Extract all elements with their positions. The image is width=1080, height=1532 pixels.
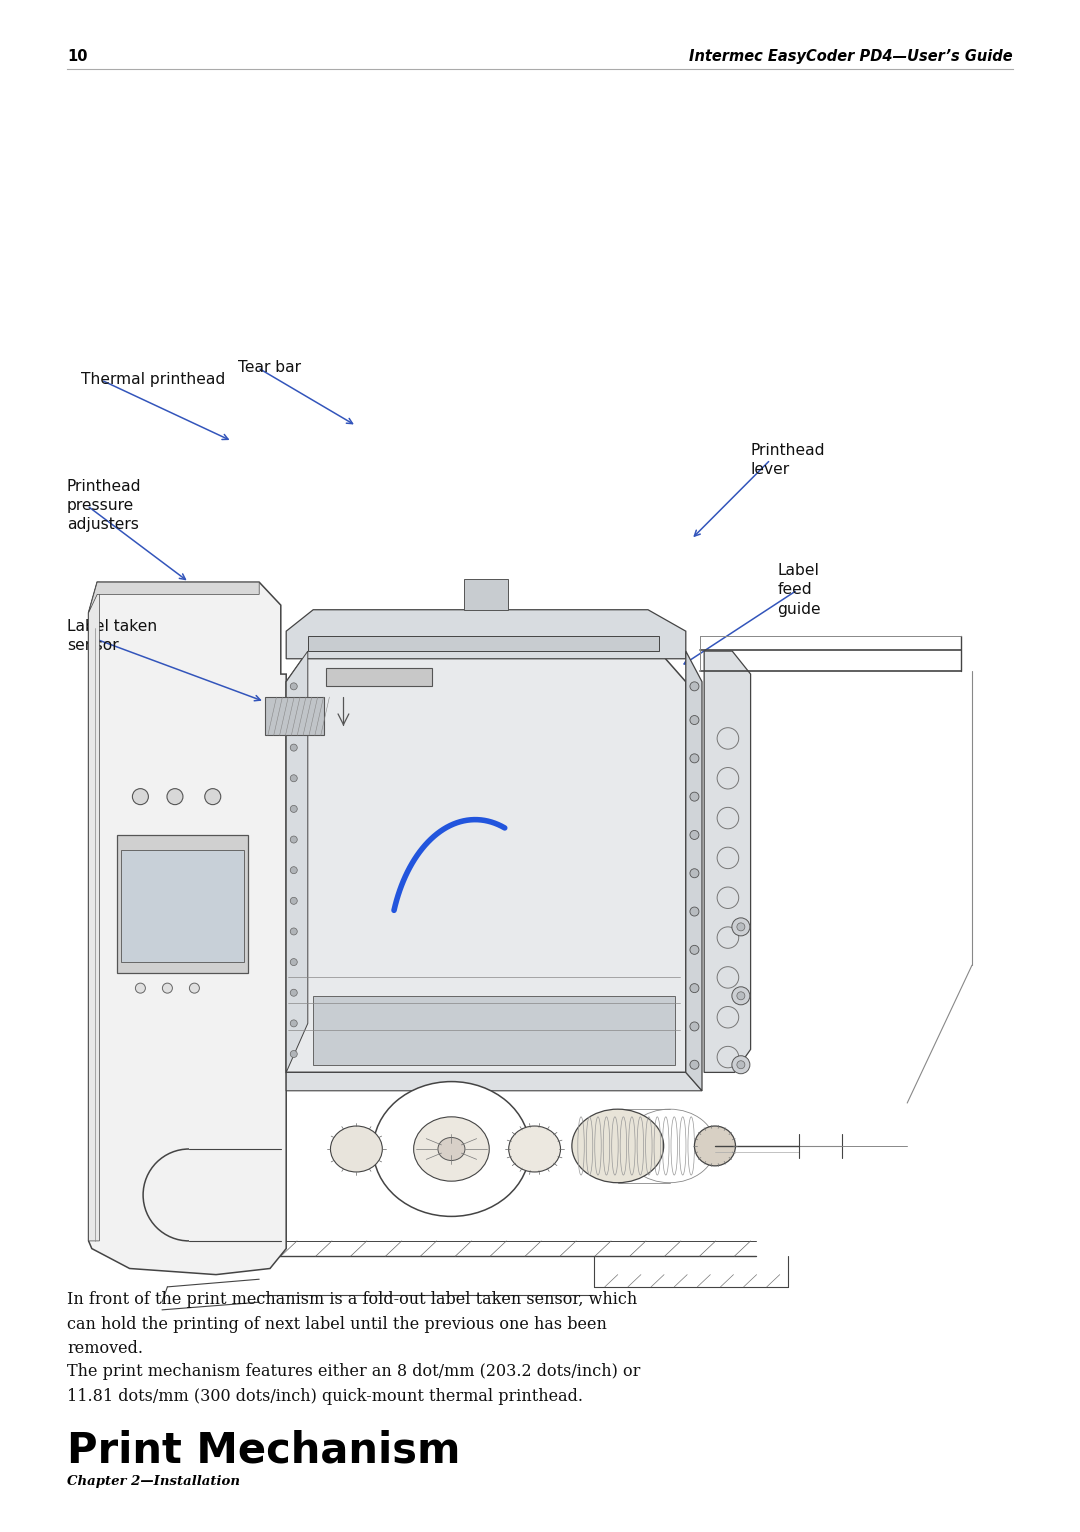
- Ellipse shape: [509, 1126, 561, 1172]
- Polygon shape: [286, 610, 686, 659]
- Ellipse shape: [572, 1109, 663, 1183]
- Circle shape: [291, 1051, 297, 1057]
- Text: Label
feed
guide: Label feed guide: [778, 564, 821, 616]
- Circle shape: [291, 806, 297, 812]
- Circle shape: [690, 830, 699, 840]
- Circle shape: [690, 945, 699, 954]
- Circle shape: [291, 928, 297, 935]
- Circle shape: [133, 789, 148, 804]
- Circle shape: [737, 1060, 745, 1069]
- Ellipse shape: [694, 1126, 735, 1166]
- Circle shape: [291, 867, 297, 873]
- Circle shape: [167, 789, 183, 804]
- Polygon shape: [326, 668, 432, 686]
- Polygon shape: [121, 850, 244, 962]
- Circle shape: [737, 922, 745, 931]
- Circle shape: [732, 918, 750, 936]
- Text: Intermec EasyCoder PD4—User’s Guide: Intermec EasyCoder PD4—User’s Guide: [689, 49, 1013, 64]
- Circle shape: [162, 984, 173, 993]
- Text: In front of the print mechanism is a fold-out label taken sensor, which
can hold: In front of the print mechanism is a fol…: [67, 1291, 637, 1357]
- Circle shape: [291, 959, 297, 965]
- Polygon shape: [89, 582, 99, 1241]
- Circle shape: [291, 1020, 297, 1026]
- Circle shape: [690, 754, 699, 763]
- Circle shape: [205, 789, 220, 804]
- Polygon shape: [308, 636, 659, 651]
- Text: Chapter 2—Installation: Chapter 2—Installation: [67, 1475, 240, 1488]
- Circle shape: [690, 715, 699, 725]
- Text: Printhead
lever: Printhead lever: [751, 443, 825, 476]
- Polygon shape: [117, 835, 248, 973]
- Text: The print mechanism features either an 8 dot/mm (203.2 dots/inch) or
11.81 dots/: The print mechanism features either an 8…: [67, 1363, 640, 1405]
- Circle shape: [732, 987, 750, 1005]
- Polygon shape: [89, 582, 259, 613]
- Circle shape: [291, 898, 297, 904]
- Text: Print Mechanism: Print Mechanism: [67, 1429, 460, 1471]
- Circle shape: [690, 984, 699, 993]
- Ellipse shape: [414, 1117, 489, 1181]
- Text: Printhead
pressure
adjusters: Printhead pressure adjusters: [67, 480, 141, 532]
- Circle shape: [690, 1022, 699, 1031]
- Circle shape: [737, 991, 745, 1000]
- Text: Label taken
sensor: Label taken sensor: [67, 619, 158, 653]
- Circle shape: [690, 907, 699, 916]
- Polygon shape: [286, 1072, 702, 1091]
- Circle shape: [690, 792, 699, 801]
- Circle shape: [732, 1056, 750, 1074]
- Polygon shape: [265, 697, 324, 735]
- Circle shape: [690, 869, 699, 878]
- Circle shape: [291, 683, 297, 689]
- Circle shape: [690, 682, 699, 691]
- Polygon shape: [313, 996, 675, 1065]
- Circle shape: [291, 745, 297, 751]
- Circle shape: [291, 714, 297, 720]
- Polygon shape: [286, 651, 686, 1072]
- Circle shape: [291, 775, 297, 781]
- Ellipse shape: [374, 1082, 530, 1216]
- Circle shape: [291, 836, 297, 843]
- Text: Thermal printhead: Thermal printhead: [81, 372, 226, 388]
- Ellipse shape: [438, 1137, 464, 1161]
- Text: 10: 10: [67, 49, 87, 64]
- Circle shape: [189, 984, 200, 993]
- Polygon shape: [89, 582, 286, 1275]
- Circle shape: [291, 990, 297, 996]
- Ellipse shape: [330, 1126, 382, 1172]
- Polygon shape: [286, 651, 308, 1072]
- Polygon shape: [464, 579, 508, 610]
- Circle shape: [690, 1060, 699, 1069]
- Polygon shape: [686, 651, 702, 1091]
- Polygon shape: [704, 651, 751, 1072]
- Circle shape: [135, 984, 146, 993]
- Text: Tear bar: Tear bar: [238, 360, 300, 375]
